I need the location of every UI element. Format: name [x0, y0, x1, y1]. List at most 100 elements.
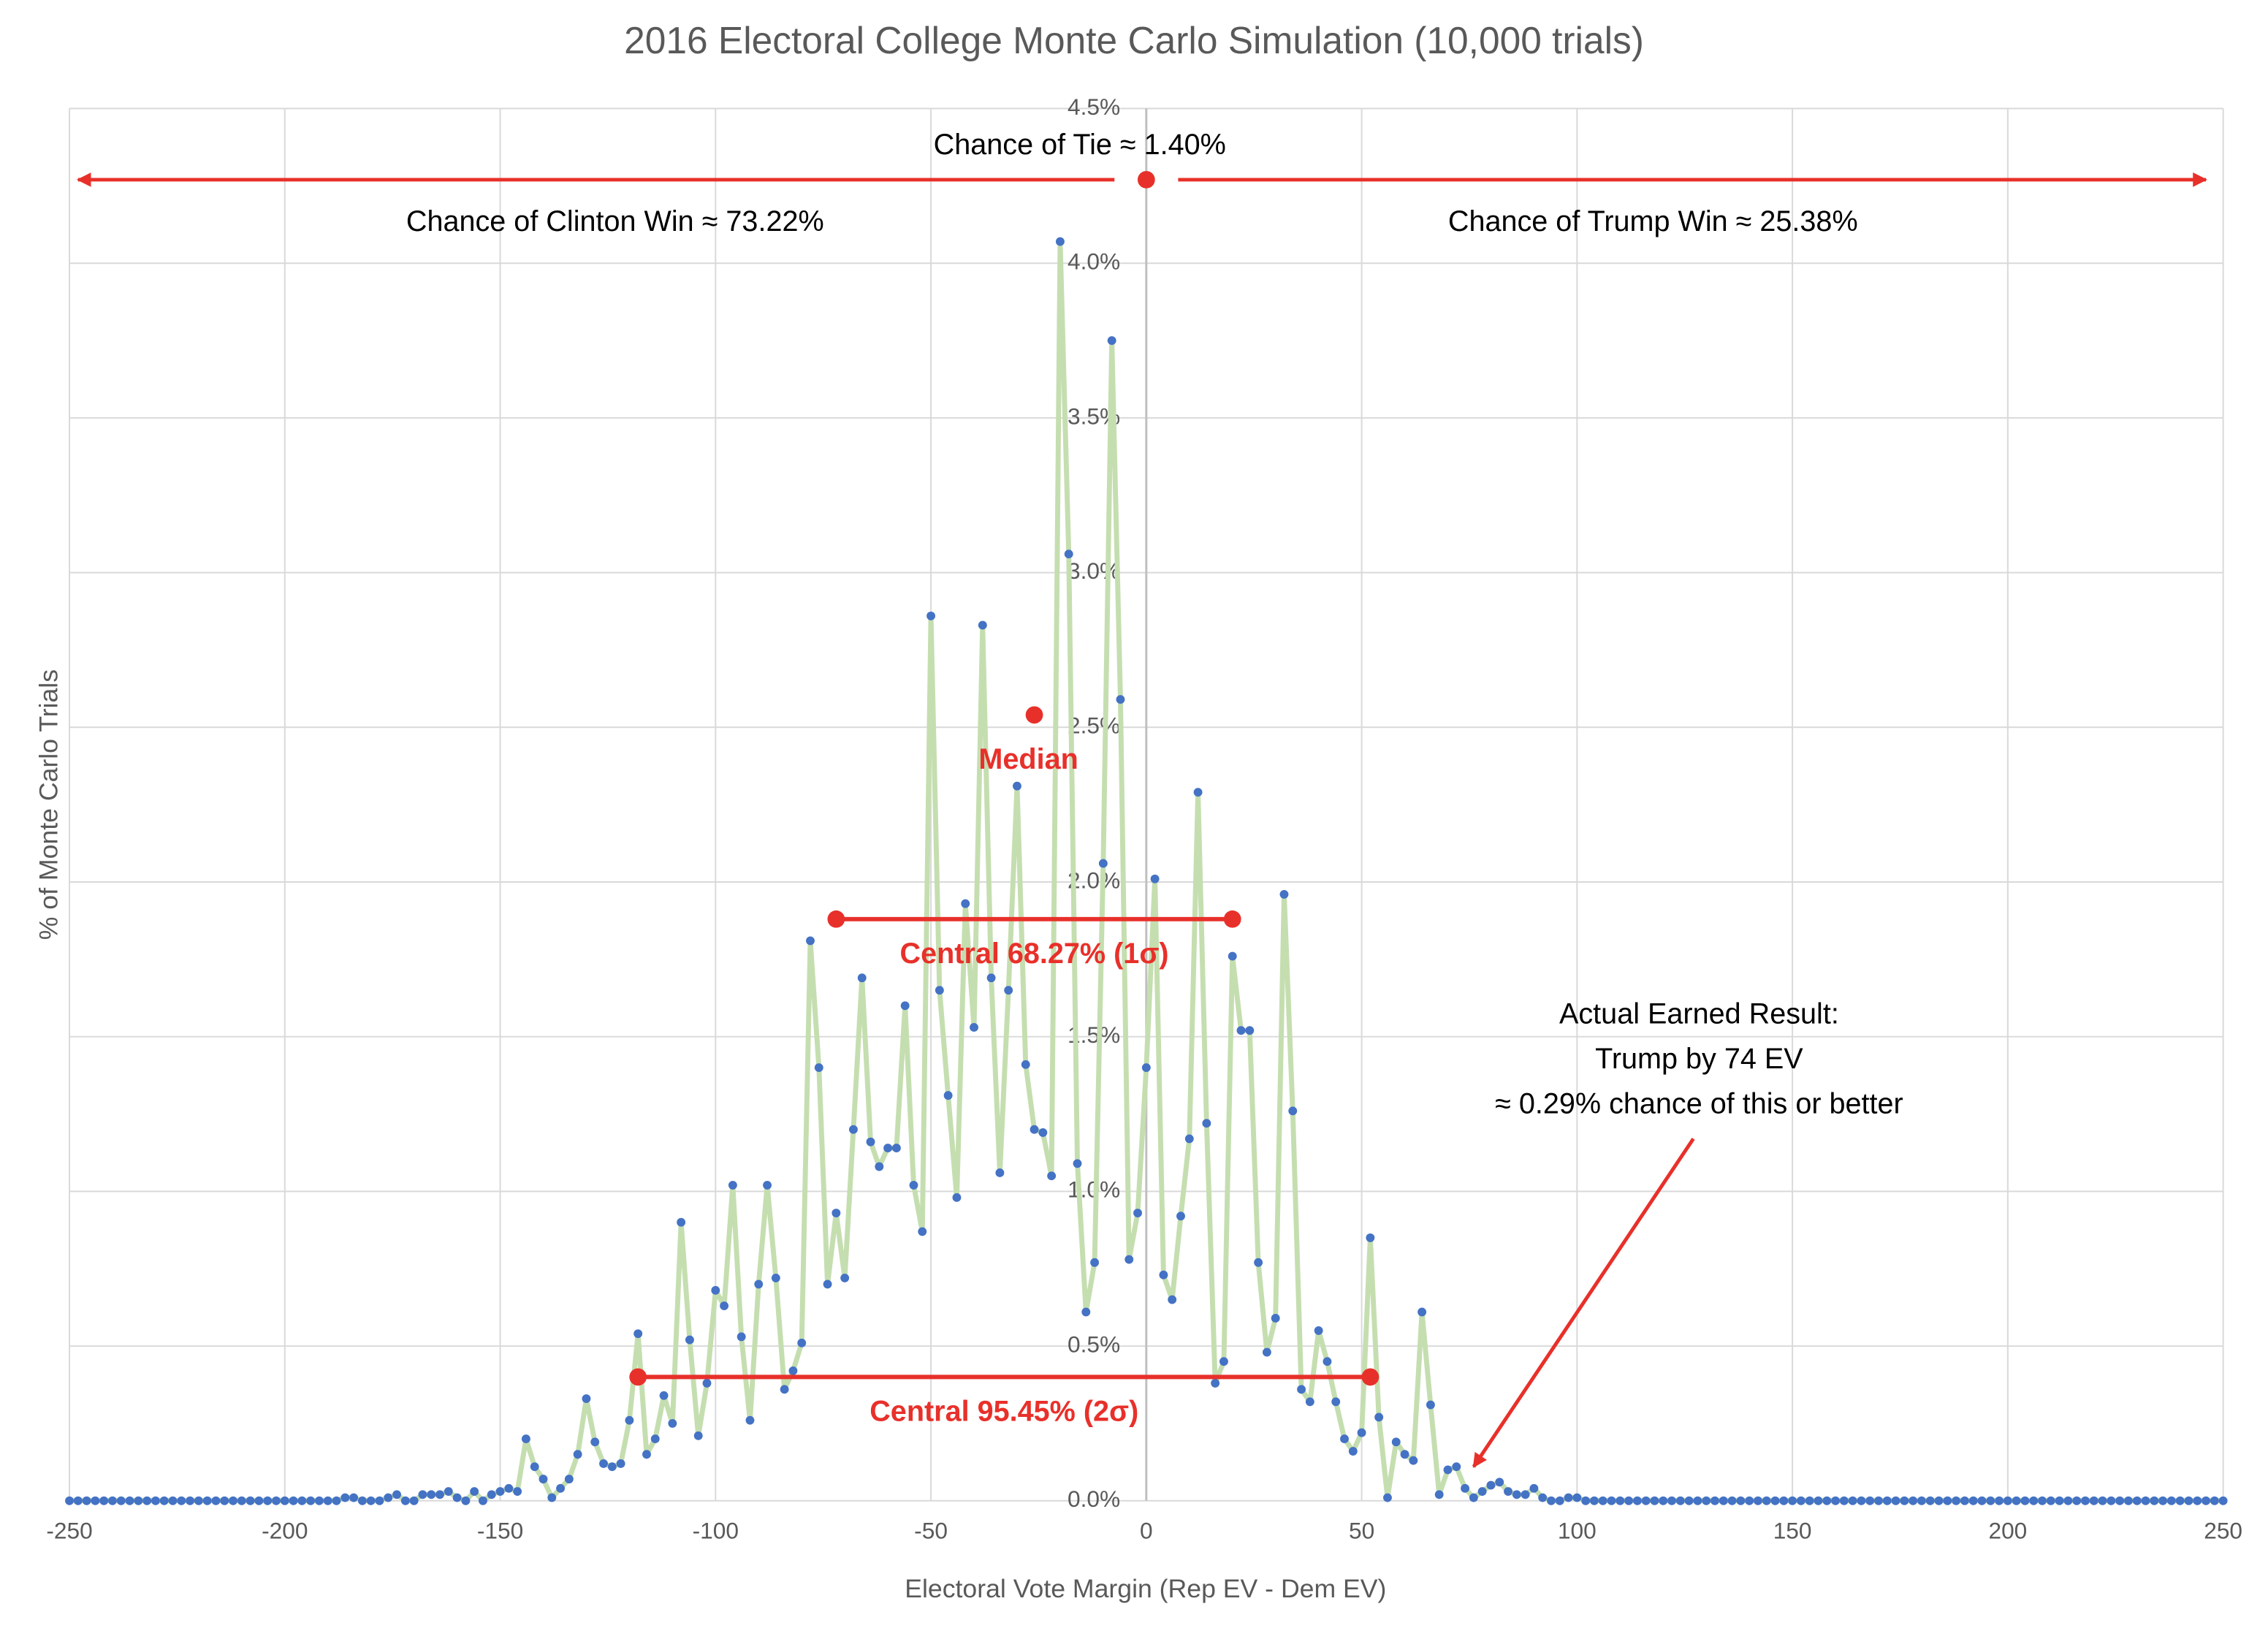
- data-point: [891, 1144, 901, 1153]
- data-point: [1193, 788, 1203, 797]
- data-point: [2029, 1496, 2039, 1505]
- data-point: [1857, 1496, 1866, 1505]
- annotation: Median: [978, 743, 1078, 775]
- interval-end: [827, 910, 845, 928]
- data-point: [1125, 1255, 1134, 1264]
- data-point: [220, 1496, 229, 1505]
- data-point: [2107, 1496, 2116, 1505]
- data-point: [599, 1459, 608, 1468]
- data-point: [202, 1496, 212, 1505]
- data-point: [297, 1496, 307, 1505]
- x-axis-label: Electoral Vote Margin (Rep EV - Dem EV): [905, 1574, 1386, 1603]
- data-point: [1995, 1496, 2004, 1505]
- y-axis-label: % of Monte Carlo Trials: [34, 669, 64, 940]
- data-point: [564, 1475, 574, 1484]
- data-point: [2081, 1496, 2090, 1505]
- data-point: [2175, 1496, 2185, 1505]
- data-point: [116, 1496, 126, 1505]
- data-point: [435, 1490, 444, 1499]
- data-point: [935, 986, 944, 995]
- data-point: [1952, 1496, 1961, 1505]
- data-point: [461, 1496, 471, 1505]
- data-point: [1202, 1119, 1211, 1128]
- data-point: [1650, 1496, 1659, 1505]
- data-point: [1909, 1496, 1918, 1505]
- data-point: [823, 1280, 832, 1289]
- data-point: [108, 1496, 117, 1505]
- data-point: [263, 1496, 273, 1505]
- data-point: [1659, 1496, 1668, 1505]
- data-point: [1943, 1496, 1952, 1505]
- data-point: [2012, 1496, 2021, 1505]
- data-point: [1176, 1212, 1185, 1221]
- data-point: [254, 1496, 264, 1505]
- data-point: [521, 1434, 530, 1444]
- x-tick-label: 50: [1349, 1518, 1374, 1544]
- data-point: [1461, 1483, 1470, 1493]
- annotation: Chance of Tie ≈ 1.40%: [934, 129, 1226, 161]
- data-point: [452, 1493, 462, 1502]
- data-point: [952, 1193, 962, 1202]
- data-point: [1814, 1496, 1823, 1505]
- data-point: [315, 1496, 324, 1505]
- data-point: [2202, 1496, 2210, 1505]
- data-point: [1262, 1347, 1271, 1357]
- data-point: [1030, 1125, 1039, 1134]
- data-point: [487, 1490, 496, 1499]
- data-point: [1934, 1496, 1944, 1505]
- y-tick-label: 4.5%: [1068, 94, 1120, 120]
- data-point: [479, 1496, 487, 1505]
- data-point: [1038, 1128, 1048, 1137]
- data-point: [1891, 1496, 1900, 1505]
- data-point: [1624, 1496, 1634, 1505]
- data-point: [125, 1496, 134, 1505]
- data-point: [1917, 1496, 1926, 1505]
- data-point: [1391, 1437, 1401, 1447]
- data-point: [857, 973, 867, 983]
- data-point: [771, 1273, 780, 1282]
- data-point: [926, 611, 936, 620]
- data-point: [797, 1338, 807, 1347]
- data-point: [1986, 1496, 1995, 1505]
- data-point: [1107, 336, 1116, 346]
- data-point: [1133, 1209, 1142, 1217]
- data-point: [418, 1490, 427, 1499]
- data-point: [711, 1285, 720, 1295]
- data-point: [2150, 1496, 2159, 1505]
- tie-point: [1137, 171, 1155, 189]
- data-point: [1598, 1496, 1607, 1505]
- data-point: [1366, 1233, 1375, 1242]
- data-point: [1374, 1413, 1384, 1422]
- data-point: [1219, 1357, 1228, 1366]
- y-tick-label: 3.0%: [1068, 558, 1120, 584]
- data-point: [556, 1483, 566, 1493]
- annotation: Chance of Trump Win ≈ 25.38%: [1448, 205, 1858, 237]
- data-point: [607, 1462, 617, 1472]
- data-point: [211, 1496, 221, 1505]
- annotation: Chance of Clinton Win ≈ 73.22%: [406, 205, 824, 237]
- data-point: [2123, 1496, 2133, 1505]
- data-point: [1538, 1493, 1548, 1502]
- data-point: [177, 1496, 186, 1505]
- data-point: [814, 1063, 823, 1072]
- data-point: [2063, 1496, 2073, 1505]
- data-point: [780, 1385, 789, 1394]
- data-point: [909, 1180, 918, 1190]
- data-point: [1796, 1496, 1805, 1505]
- data-point: [1486, 1480, 1496, 1490]
- data-point: [806, 936, 815, 946]
- x-tick-label: -100: [693, 1518, 739, 1544]
- data-point: [866, 1137, 875, 1147]
- data-point: [323, 1496, 332, 1505]
- data-point: [2098, 1496, 2107, 1505]
- data-point: [2020, 1496, 2030, 1505]
- data-point: [2038, 1496, 2047, 1505]
- data-point: [409, 1496, 419, 1505]
- annotation: Central 68.27% (1σ): [899, 938, 1168, 970]
- data-point: [2089, 1496, 2098, 1505]
- data-point: [1874, 1496, 1883, 1505]
- data-point: [1400, 1450, 1409, 1459]
- data-point: [186, 1496, 195, 1505]
- data-point: [677, 1217, 686, 1227]
